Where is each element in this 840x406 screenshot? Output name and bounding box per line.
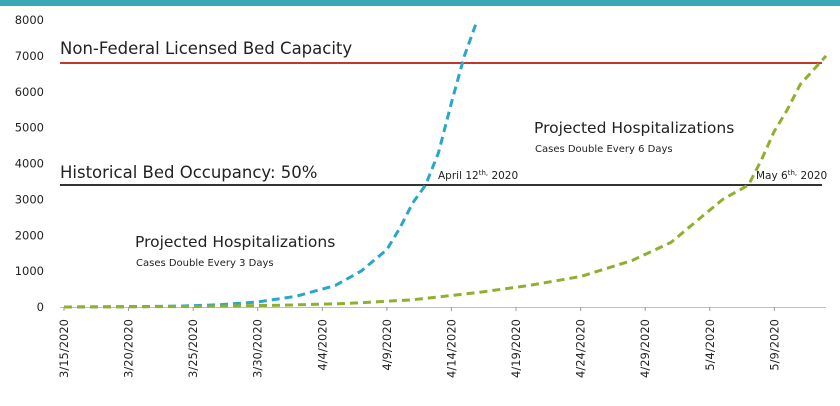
series-6day-line [63, 54, 828, 309]
x-tick-label: 3/15/2020 [57, 319, 71, 378]
x-tick-label: 4/4/2020 [315, 319, 329, 371]
top-accent-bar [0, 0, 840, 6]
y-tick-label: 8000 [15, 13, 44, 27]
x-tick-label: 5/4/2020 [703, 319, 717, 371]
series-6day-sublabel: Cases Double Every 6 Days [535, 144, 673, 155]
capacity-line-label: Non-Federal Licensed Bed Capacity [60, 39, 352, 58]
occupancy-line-label: Historical Bed Occupancy: 50% [60, 163, 317, 182]
y-tick-label: 6000 [15, 85, 44, 99]
x-tick-label: 4/29/2020 [638, 319, 652, 378]
x-tick-label: 4/14/2020 [444, 319, 458, 378]
series-layer [63, 19, 828, 309]
x-tick-label: 4/24/2020 [574, 319, 588, 378]
y-tick-label: 1000 [15, 264, 44, 278]
x-tick-label: 5/9/2020 [767, 319, 781, 371]
series-6day-label: Projected Hospitalizations [534, 119, 734, 137]
april-12-annotation: April 12th, 2020 [438, 169, 518, 182]
series-3day-sublabel: Cases Double Every 3 Days [136, 258, 274, 269]
y-tick-label: 4000 [15, 157, 44, 171]
series-3day-line [63, 19, 479, 309]
x-tick-label: 4/19/2020 [509, 319, 523, 378]
x-axis: 3/15/2020 3/20/2020 3/25/2020 3/30/2020 4/4/… [57, 307, 826, 378]
y-tick-label: 2000 [15, 228, 44, 242]
y-tick-label: 0 [37, 300, 44, 314]
y-tick-label: 7000 [15, 49, 44, 63]
x-tick-label: 4/9/2020 [380, 319, 394, 371]
reference-lines [60, 62, 822, 187]
y-tick-label: 3000 [15, 192, 44, 206]
y-axis: 0 1000 2000 3000 4000 5000 6000 7000 8000 [15, 13, 44, 314]
y-tick-label: 5000 [15, 121, 44, 135]
x-tick-label: 3/20/2020 [122, 319, 136, 378]
may-6-annotation: May 6th, 2020 [756, 169, 827, 182]
series-3day-label: Projected Hospitalizations [135, 233, 335, 251]
x-tick-label: 3/30/2020 [251, 319, 265, 378]
x-tick-label: 3/25/2020 [186, 319, 200, 378]
